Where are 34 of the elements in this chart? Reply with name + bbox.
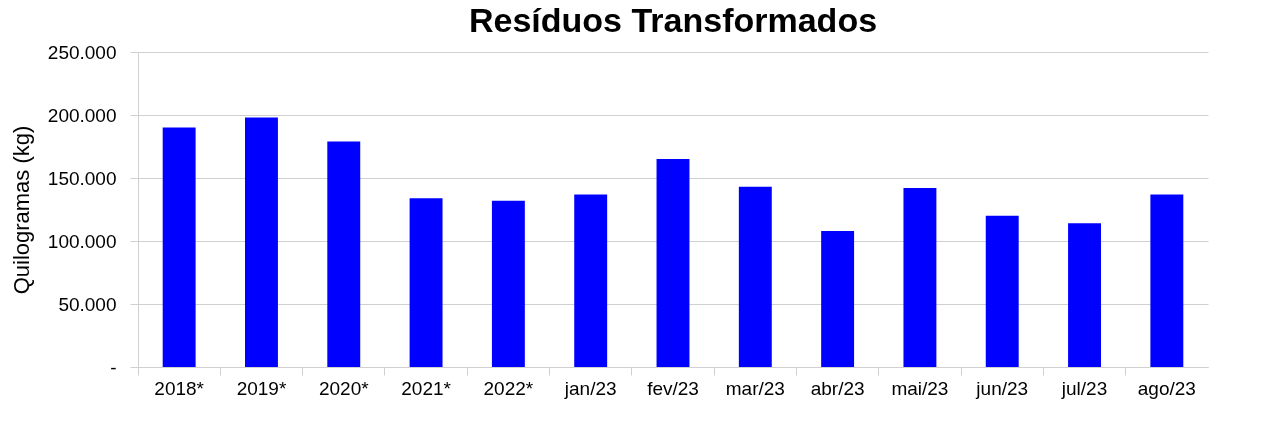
x-tick-label: jun/23 [975,377,1029,399]
y-tick-label: 200.000 [47,104,117,126]
bar [491,200,525,367]
bar [245,117,278,367]
bar [409,198,443,367]
bar [903,188,937,367]
x-tick-label: 2022* [483,377,534,399]
x-tick-label: 2020* [318,377,370,399]
x-tick-label: jul/23 [1060,377,1108,399]
x-tick-label: abr/23 [810,377,865,399]
bar [738,186,772,367]
bar [162,127,196,367]
bar [574,194,608,367]
bar [985,215,1019,367]
x-tick-label: fev/23 [647,377,699,399]
x-tick-label: mai/23 [891,377,949,399]
y-tick-label: 150.000 [47,167,117,189]
x-tick-label: 2019* [236,377,287,399]
x-tick-label: jan/23 [563,377,617,399]
bar [656,159,690,367]
x-tick-label: 2018* [154,377,205,399]
y-axis-title: Quilogramas (kg) [8,125,34,295]
y-tick-label: 50.000 [58,293,117,315]
x-tick-label: mar/23 [725,377,785,399]
bar [821,230,855,367]
x-tick-label: 2021* [401,377,452,399]
bar [1068,223,1101,367]
x-tick-label: ago/23 [1137,377,1196,399]
y-tick-label: 100.000 [47,230,117,252]
chart-title: Resíduos Transformados [468,1,878,39]
bar [327,141,361,367]
y-tick-label: - [110,356,117,378]
bar [1150,194,1184,367]
y-tick-label: 250.000 [47,41,117,63]
